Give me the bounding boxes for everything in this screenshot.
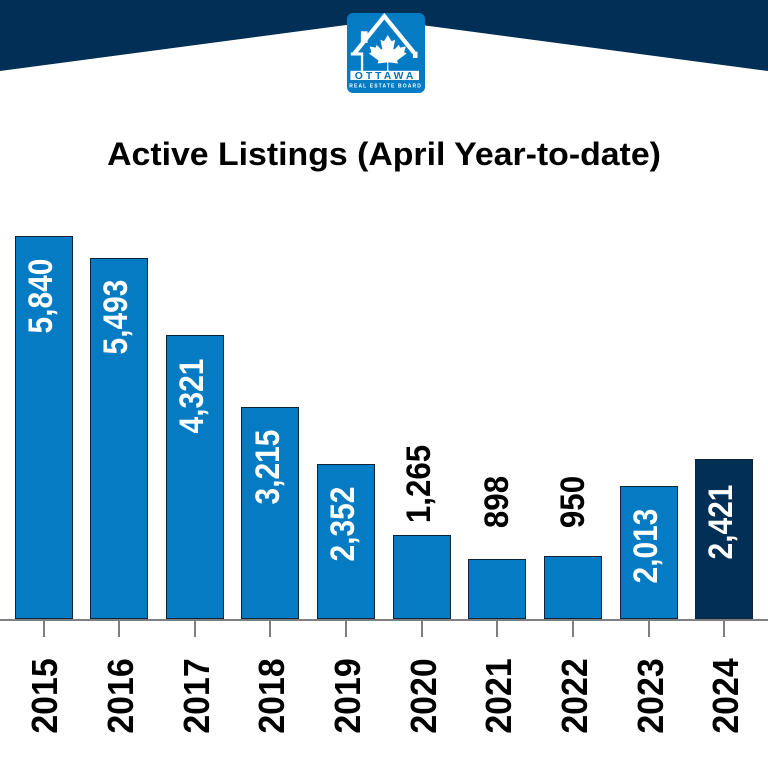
svg-text:OTTAWA: OTTAWA	[355, 71, 417, 82]
svg-text:REAL ESTATE BOARD: REAL ESTATE BOARD	[349, 83, 422, 89]
